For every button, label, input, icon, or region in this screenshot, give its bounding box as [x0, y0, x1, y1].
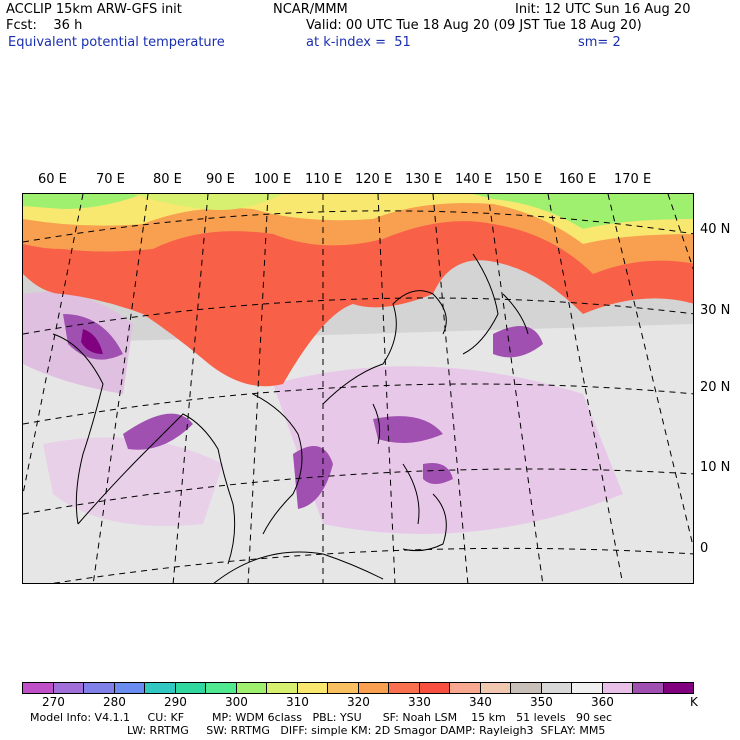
colorbar-swatch — [450, 683, 481, 693]
lon-label: 170 E — [614, 172, 652, 187]
theta-e-map — [22, 193, 694, 584]
colorbar-swatch — [328, 683, 359, 693]
colorbar-swatch — [480, 683, 511, 693]
lon-label: 100 E — [254, 172, 292, 187]
init-time: Init: 12 UTC Sun 16 Aug 20 — [515, 2, 691, 17]
cool-band-lightgreen — [133, 194, 283, 210]
center-name: NCAR/MMM — [273, 2, 348, 17]
colorbar-swatch — [145, 683, 176, 693]
theta-e-core — [423, 463, 453, 484]
lat-label: 30 N — [700, 303, 731, 318]
valid-time: Valid: 00 UTC Tue 18 Aug 20 (09 JST Tue … — [306, 18, 642, 33]
level-label: at k-index = 51 — [306, 35, 411, 50]
map-field-svg — [23, 194, 693, 583]
colorbar-tick: 280 — [103, 695, 126, 709]
colorbar-swatch — [572, 683, 603, 693]
colorbar-tick: 360 — [591, 695, 614, 709]
colorbar-swatch — [297, 683, 328, 693]
colorbar-swatch — [53, 683, 84, 693]
colorbar-swatch — [267, 683, 298, 693]
physics-info-line: LW: RRTMG SW: RRTMG DIFF: simple KM: 2D … — [127, 724, 606, 737]
lat-label: 20 N — [700, 380, 731, 395]
variable-name: Equivalent potential temperature — [8, 35, 225, 50]
colorbar-tick: 350 — [530, 695, 553, 709]
lon-label: 60 E — [38, 172, 67, 187]
colorbar-swatch — [236, 683, 267, 693]
lon-label: 120 E — [355, 172, 393, 187]
lon-label: 130 E — [405, 172, 443, 187]
colorbar-swatch — [358, 683, 389, 693]
colorbar-unit: K — [690, 695, 698, 709]
warm-band — [23, 194, 693, 387]
lat-label: 10 N — [700, 460, 731, 475]
colorbar-swatch — [419, 683, 450, 693]
colorbar-swatch — [23, 683, 54, 693]
coastlines — [52, 253, 529, 583]
lon-label: 140 E — [455, 172, 493, 187]
cool-band-green — [473, 194, 693, 229]
colorbar-tick: 340 — [469, 695, 492, 709]
forecast-hour: Fcst: 36 h — [6, 18, 83, 33]
colorbar-swatch — [511, 683, 542, 693]
graticule — [23, 194, 693, 583]
lat-label: 0 — [700, 541, 709, 556]
lon-label: 70 E — [96, 172, 125, 187]
colorbar-swatch — [633, 683, 664, 693]
model-title: ACCLIP 15km ARW-GFS init — [6, 2, 182, 17]
pacific-moist-region — [273, 366, 623, 534]
lon-label: 110 E — [305, 172, 343, 187]
colorbar-swatch — [389, 683, 420, 693]
colorbar-tick: 310 — [286, 695, 309, 709]
theta-e-core — [81, 329, 103, 354]
lon-label: 90 E — [206, 172, 235, 187]
bay-moist-region — [43, 437, 223, 526]
theta-e-core — [123, 413, 193, 450]
colorbar-swatch — [114, 683, 145, 693]
colorbar-swatch — [663, 683, 693, 693]
lon-label: 160 E — [559, 172, 597, 187]
colorbar-swatch — [84, 683, 115, 693]
colorbar-tick: 320 — [347, 695, 370, 709]
colorbar-swatch — [175, 683, 206, 693]
cool-band-green — [23, 194, 143, 209]
lon-label: 80 E — [153, 172, 182, 187]
lat-label: 40 N — [700, 222, 731, 237]
colorbar-swatch — [602, 683, 633, 693]
colorbar — [22, 682, 694, 694]
warm-band-orange — [23, 194, 693, 274]
smoothing-label: sm= 2 — [578, 35, 621, 50]
theta-e-core — [373, 416, 443, 443]
colorbar-tick: 330 — [408, 695, 431, 709]
theta-e-core — [493, 326, 543, 358]
colorbar-tick: 300 — [225, 695, 248, 709]
colorbar-tick: 290 — [164, 695, 187, 709]
colorbar-tick: 270 — [42, 695, 65, 709]
lon-label: 150 E — [505, 172, 543, 187]
model-info-line: Model Info: V4.1.1 CU: KF MP: WDM 6class… — [30, 711, 613, 724]
colorbar-swatch — [206, 683, 237, 693]
colorbar-swatch — [541, 683, 572, 693]
